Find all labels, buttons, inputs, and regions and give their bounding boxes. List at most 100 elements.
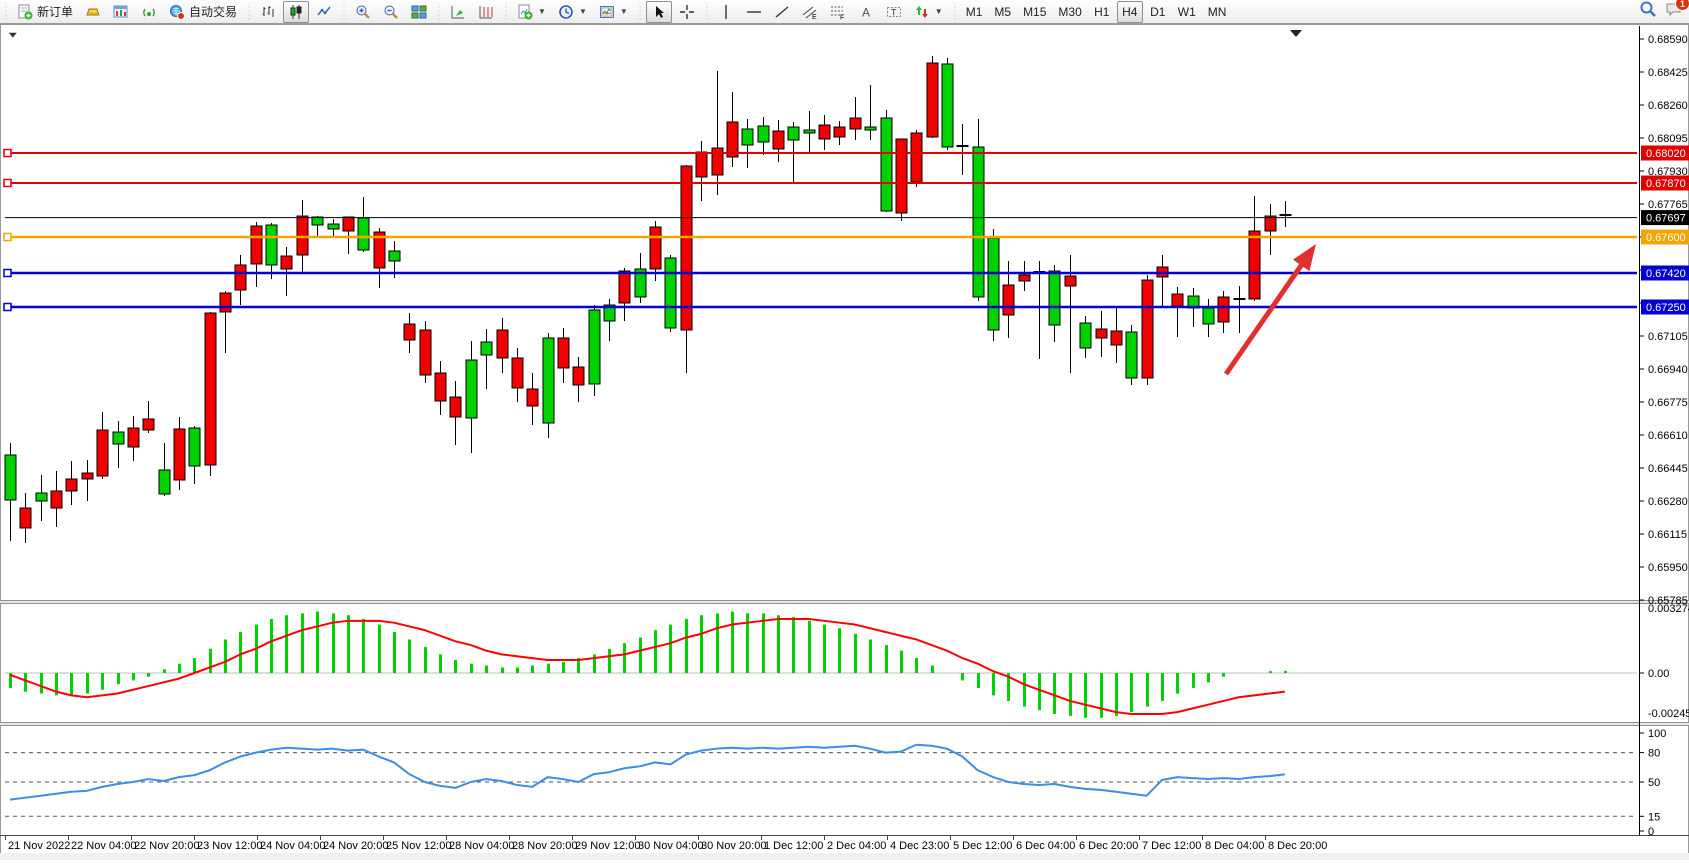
rsi-pane bbox=[0, 743, 1689, 836]
svg-text:0.68095: 0.68095 bbox=[1648, 133, 1688, 145]
signals-button[interactable] bbox=[136, 1, 162, 23]
price-badge: 0.67420 bbox=[1646, 268, 1686, 280]
pane-separator[interactable] bbox=[0, 722, 1689, 726]
svg-text:1 Dec 12:00: 1 Dec 12:00 bbox=[764, 840, 823, 852]
svg-text:29 Nov 12:00: 29 Nov 12:00 bbox=[575, 840, 640, 852]
zoom-out-button[interactable] bbox=[378, 1, 404, 23]
auto-trading-button[interactable]: 自动交易 bbox=[164, 1, 242, 23]
timeframe-h4-button[interactable]: H4 bbox=[1116, 0, 1143, 23]
zoom-out-icon bbox=[383, 4, 399, 20]
periods-button[interactable]: ▼ bbox=[553, 1, 592, 23]
trend-arrow[interactable] bbox=[1223, 244, 1316, 376]
trendline-icon bbox=[774, 4, 790, 20]
svg-text:28 Nov 20:00: 28 Nov 20:00 bbox=[512, 840, 577, 852]
auto-trading-icon bbox=[169, 4, 186, 20]
vertical-line-button[interactable] bbox=[713, 1, 739, 23]
hline-handle[interactable] bbox=[3, 302, 12, 312]
cursor-button[interactable] bbox=[645, 0, 672, 23]
timeframe-mn-button[interactable]: MN bbox=[1203, 1, 1232, 23]
hline-handle[interactable] bbox=[3, 232, 12, 242]
dropdown-arrow-icon: ▼ bbox=[619, 7, 628, 16]
zoom-in-button[interactable] bbox=[350, 1, 376, 23]
cycles-button[interactable] bbox=[473, 1, 499, 23]
symbol-dropdown-icon[interactable] bbox=[8, 32, 17, 38]
dropdown-arrow-icon: ▼ bbox=[934, 7, 943, 16]
svg-text:-0.002453: -0.002453 bbox=[1648, 708, 1689, 720]
bar-chart-icon bbox=[260, 4, 276, 20]
shapes-icon bbox=[914, 4, 930, 20]
svg-text:0.66280: 0.66280 bbox=[1648, 496, 1688, 508]
pane-separator[interactable] bbox=[0, 600, 1689, 604]
svg-text:0.66775: 0.66775 bbox=[1648, 397, 1688, 409]
line-chart-button[interactable] bbox=[311, 1, 337, 23]
timeframe-m5-button[interactable]: M5 bbox=[989, 1, 1016, 23]
timeframe-m15-button[interactable]: M15 bbox=[1018, 1, 1051, 23]
trendline-button[interactable] bbox=[769, 1, 795, 23]
price-badge: 0.68020 bbox=[1646, 148, 1686, 160]
cycles-icon bbox=[478, 4, 494, 20]
price-badge: 0.67870 bbox=[1646, 178, 1686, 190]
price-axis[interactable]: 0.68590 0.68425 0.68260 0.68095 0.67930 0.677… bbox=[1639, 26, 1689, 838]
text-button[interactable]: A bbox=[853, 1, 879, 23]
svg-text:0.66445: 0.66445 bbox=[1648, 463, 1688, 475]
svg-text:21 Nov 2022: 21 Nov 2022 bbox=[8, 840, 70, 852]
chart-shift-marker-icon[interactable] bbox=[1290, 30, 1302, 37]
fibonacci-button[interactable]: F bbox=[825, 1, 851, 23]
toolbar-grip bbox=[635, 2, 643, 21]
indicators-button[interactable] bbox=[445, 1, 471, 23]
tile-windows-button[interactable] bbox=[406, 1, 432, 23]
svg-text:30 Nov 20:00: 30 Nov 20:00 bbox=[701, 840, 766, 852]
timeframe-m1-button[interactable]: M1 bbox=[961, 1, 988, 23]
clock-icon bbox=[558, 4, 574, 20]
hline-handle[interactable] bbox=[3, 178, 12, 188]
notification-badge: 1 bbox=[1675, 0, 1689, 11]
market-watch-button[interactable] bbox=[80, 1, 106, 23]
new-order-button[interactable]: 新订单 bbox=[12, 1, 78, 23]
macd-pane bbox=[5, 611, 1637, 718]
fibonacci-icon: F bbox=[830, 4, 846, 20]
search-button[interactable] bbox=[1639, 0, 1657, 23]
hline-handle[interactable] bbox=[3, 268, 12, 278]
timeframe-m30-button[interactable]: M30 bbox=[1053, 1, 1086, 23]
timeframe-d1-button[interactable]: D1 bbox=[1145, 1, 1171, 23]
auto-trading-button-label: 自动交易 bbox=[189, 5, 238, 19]
new-order-button-label: 新订单 bbox=[37, 5, 74, 19]
chart-canvas[interactable]: AUDUSD-,H4 0.67703 0.67727 0.67671 0.676… bbox=[0, 24, 1689, 860]
new-chart-button[interactable]: ▼ bbox=[512, 1, 551, 23]
svg-text:24 Nov 04:00: 24 Nov 04:00 bbox=[260, 840, 325, 852]
chat-button[interactable]: 1 bbox=[1665, 0, 1689, 23]
templates-button[interactable]: ▼ bbox=[594, 1, 633, 23]
candlestick-icon bbox=[288, 4, 304, 20]
svg-text:E: E bbox=[812, 14, 817, 20]
svg-text:28 Nov 04:00: 28 Nov 04:00 bbox=[449, 840, 514, 852]
svg-text:2 Dec 04:00: 2 Dec 04:00 bbox=[827, 840, 886, 852]
hline-handle[interactable] bbox=[3, 148, 12, 158]
equidistant-channel-button[interactable]: E bbox=[797, 1, 823, 23]
svg-text:50: 50 bbox=[1648, 777, 1660, 789]
svg-text:0.68590: 0.68590 bbox=[1648, 34, 1688, 46]
text-label-icon: T bbox=[886, 4, 902, 20]
chart-window: AUDUSD-,H4 0.67703 0.67727 0.67671 0.676… bbox=[0, 24, 1689, 860]
horizontal-line-button[interactable] bbox=[741, 1, 767, 23]
timeframe-h1-button[interactable]: H1 bbox=[1089, 1, 1115, 23]
svg-text:0.66940: 0.66940 bbox=[1648, 364, 1688, 376]
crosshair-button[interactable] bbox=[674, 1, 700, 23]
bar-chart-button[interactable] bbox=[255, 1, 281, 23]
svg-text:0.003274: 0.003274 bbox=[1648, 603, 1689, 615]
text-label-button[interactable]: T bbox=[881, 1, 907, 23]
svg-text:15: 15 bbox=[1648, 811, 1660, 823]
svg-text:22 Nov 20:00: 22 Nov 20:00 bbox=[134, 840, 199, 852]
timeframe-w1-button[interactable]: W1 bbox=[1173, 1, 1201, 23]
chart-window-icon bbox=[113, 4, 129, 20]
svg-text:0.67105: 0.67105 bbox=[1648, 331, 1688, 343]
arrows-button[interactable]: ▼ bbox=[909, 1, 948, 23]
svg-text:0.66115: 0.66115 bbox=[1648, 529, 1687, 541]
price-badge: 0.67697 bbox=[1646, 213, 1686, 225]
svg-text:23 Nov 12:00: 23 Nov 12:00 bbox=[197, 840, 262, 852]
candlestick-chart-button[interactable] bbox=[283, 0, 310, 23]
chart-window-button[interactable] bbox=[108, 1, 134, 23]
signal-icon bbox=[141, 4, 157, 20]
tile-windows-icon bbox=[411, 4, 427, 20]
svg-text:0.68260: 0.68260 bbox=[1648, 100, 1688, 112]
